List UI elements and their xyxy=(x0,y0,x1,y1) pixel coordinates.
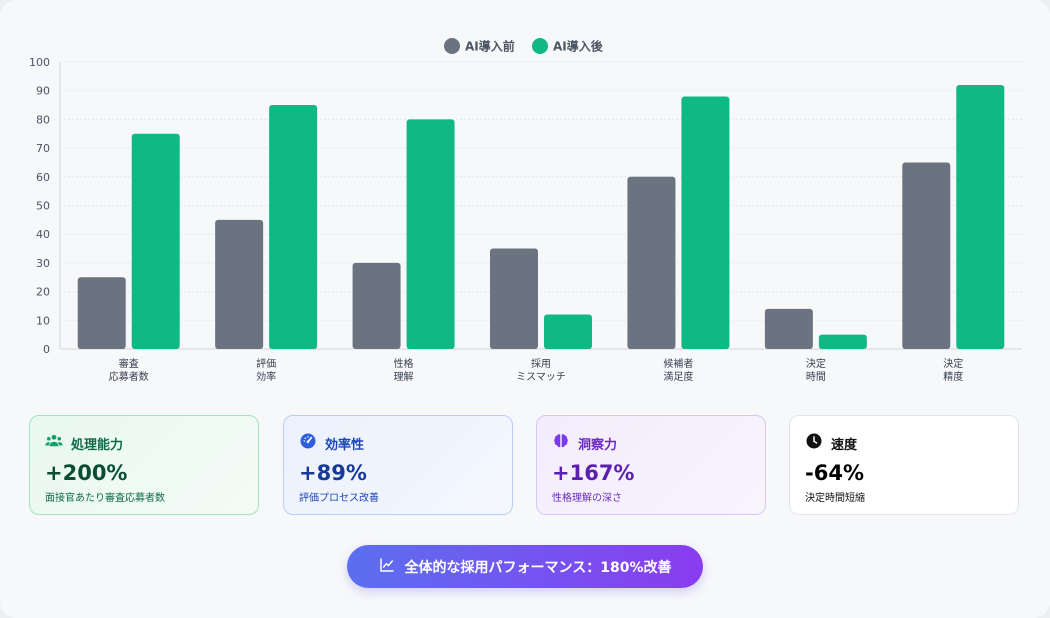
bar-before xyxy=(902,162,951,349)
x-tick-label: 応募者数 xyxy=(109,370,149,383)
stat-card-speed: 速度 -64% 決定時間短縮 xyxy=(789,415,1019,515)
x-tick-label: 採用 xyxy=(531,357,551,370)
stat-card-efficiency: 効率性 +89% 評価プロセス改善 xyxy=(283,415,513,515)
stat-value: +167% xyxy=(552,461,635,485)
x-tick-label: 精度 xyxy=(943,370,963,383)
x-tick-label: 決定 xyxy=(943,357,963,370)
stat-title: 効率性 xyxy=(325,437,365,453)
y-tick-label: 50 xyxy=(36,200,50,213)
stat-value: -64% xyxy=(805,461,864,485)
stat-value: +200% xyxy=(45,461,128,485)
x-tick-label: 評価 xyxy=(256,357,276,370)
y-tick-label: 60 xyxy=(36,171,50,184)
clock-icon xyxy=(805,432,823,454)
bar-before xyxy=(215,219,264,349)
legend-label: AI導入前 xyxy=(465,39,515,54)
bar-before xyxy=(490,248,538,349)
stat-title: 速度 xyxy=(831,437,858,453)
bar-after xyxy=(131,133,180,349)
y-tick-label: 20 xyxy=(36,286,50,299)
bar-after xyxy=(818,334,867,349)
banner-label: 全体的な採用パフォーマンス：180%改善 xyxy=(404,559,672,576)
stat-subtitle: 評価プロセス改善 xyxy=(299,493,379,504)
x-tick-label: ミスマッチ xyxy=(516,371,566,383)
bar-before xyxy=(352,262,401,349)
legend-swatch xyxy=(532,38,548,54)
y-tick-label: 10 xyxy=(36,314,50,327)
y-tick-label: 90 xyxy=(36,85,50,98)
gauge-icon xyxy=(299,432,317,454)
y-tick-label: 100 xyxy=(29,56,50,69)
overall-performance-banner: 全体的な採用パフォーマンス：180%改善 xyxy=(347,545,703,588)
stat-value: +89% xyxy=(299,461,367,485)
legend-label: AI導入後 xyxy=(553,39,604,54)
bar-after xyxy=(544,314,592,349)
bar-after xyxy=(956,84,1005,350)
stat-subtitle: 面接官あたり審査応募者数 xyxy=(45,493,165,504)
y-tick-label: 30 xyxy=(36,257,50,270)
bar-after xyxy=(406,119,455,350)
stat-title: 洞察力 xyxy=(578,437,618,453)
line-chart-icon xyxy=(379,557,395,577)
y-tick-label: 0 xyxy=(43,343,50,356)
y-tick-label: 40 xyxy=(36,228,50,241)
bar-after xyxy=(681,96,730,349)
x-tick-label: 性格 xyxy=(394,357,414,370)
x-tick-label: 時間 xyxy=(806,371,826,383)
stat-subtitle: 性格理解の深さ xyxy=(552,493,622,504)
x-tick-label: 効率 xyxy=(256,370,276,383)
bar-after xyxy=(269,105,318,349)
stat-card-insight: 洞察力 +167% 性格理解の深さ xyxy=(536,415,766,515)
x-tick-label: 候補者 xyxy=(663,357,693,370)
x-tick-label: 満足度 xyxy=(663,370,693,383)
x-tick-label: 決定 xyxy=(806,357,826,370)
legend-swatch xyxy=(444,38,460,54)
stat-card-throughput: 処理能力 +200% 面接官あたり審査応募者数 xyxy=(29,415,259,515)
x-tick-label: 審査 xyxy=(119,357,139,370)
brain-icon xyxy=(552,432,570,454)
bar-before xyxy=(627,176,676,349)
bar-before xyxy=(764,308,813,349)
x-tick-label: 理解 xyxy=(394,370,414,383)
y-tick-label: 70 xyxy=(36,142,50,155)
stat-subtitle: 決定時間短縮 xyxy=(805,493,865,504)
y-tick-label: 80 xyxy=(36,113,50,126)
stat-title: 処理能力 xyxy=(71,437,124,453)
bar-before xyxy=(77,277,126,349)
users-icon xyxy=(45,432,63,454)
